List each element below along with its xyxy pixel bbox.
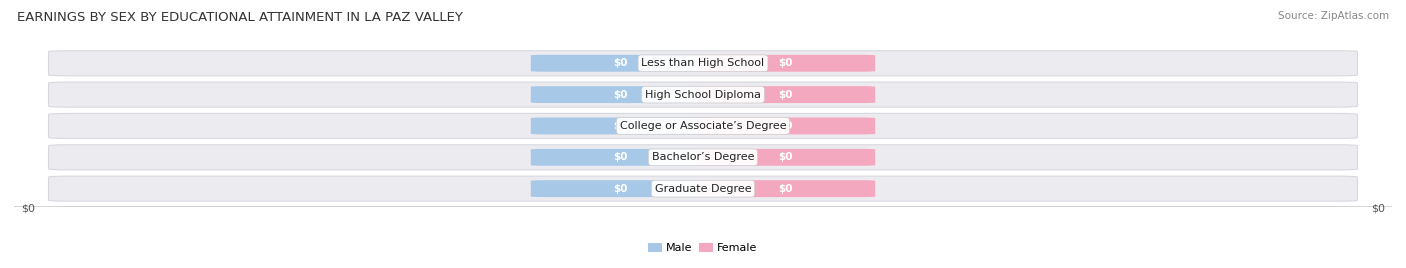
Text: Graduate Degree: Graduate Degree <box>655 184 751 194</box>
Text: $0: $0 <box>613 90 627 100</box>
FancyBboxPatch shape <box>531 180 710 197</box>
FancyBboxPatch shape <box>48 113 1358 139</box>
Text: $0: $0 <box>779 58 793 68</box>
FancyBboxPatch shape <box>531 55 710 72</box>
Text: Source: ZipAtlas.com: Source: ZipAtlas.com <box>1278 11 1389 21</box>
FancyBboxPatch shape <box>48 145 1358 170</box>
Text: $0: $0 <box>613 58 627 68</box>
Text: $0: $0 <box>779 90 793 100</box>
Text: $0: $0 <box>779 121 793 131</box>
Text: High School Diploma: High School Diploma <box>645 90 761 100</box>
Text: $0: $0 <box>779 184 793 194</box>
FancyBboxPatch shape <box>696 180 875 197</box>
Text: $0: $0 <box>1371 203 1385 213</box>
Text: $0: $0 <box>613 184 627 194</box>
FancyBboxPatch shape <box>48 176 1358 201</box>
Text: College or Associate’s Degree: College or Associate’s Degree <box>620 121 786 131</box>
FancyBboxPatch shape <box>531 149 710 166</box>
FancyBboxPatch shape <box>48 82 1358 107</box>
Text: Bachelor’s Degree: Bachelor’s Degree <box>652 152 754 162</box>
Text: EARNINGS BY SEX BY EDUCATIONAL ATTAINMENT IN LA PAZ VALLEY: EARNINGS BY SEX BY EDUCATIONAL ATTAINMEN… <box>17 11 463 24</box>
Text: Less than High School: Less than High School <box>641 58 765 68</box>
Text: $0: $0 <box>613 121 627 131</box>
FancyBboxPatch shape <box>531 86 710 103</box>
FancyBboxPatch shape <box>48 51 1358 76</box>
FancyBboxPatch shape <box>696 149 875 166</box>
FancyBboxPatch shape <box>696 86 875 103</box>
Text: $0: $0 <box>21 203 35 213</box>
FancyBboxPatch shape <box>696 55 875 72</box>
FancyBboxPatch shape <box>531 117 710 135</box>
FancyBboxPatch shape <box>696 117 875 135</box>
Text: $0: $0 <box>613 152 627 162</box>
Text: $0: $0 <box>779 152 793 162</box>
Legend: Male, Female: Male, Female <box>648 243 758 253</box>
